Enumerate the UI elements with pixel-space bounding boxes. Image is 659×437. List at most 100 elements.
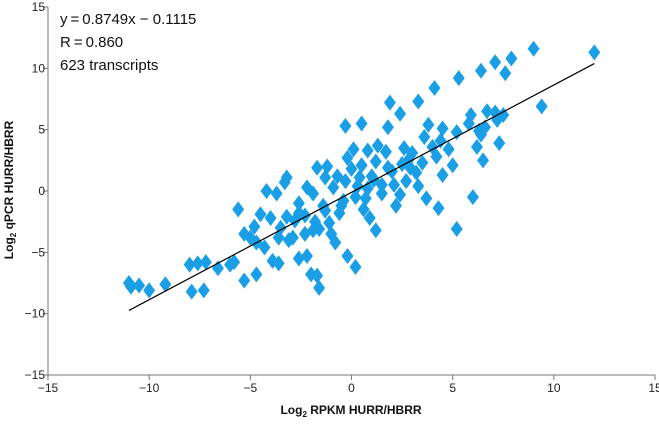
data-point: [286, 229, 299, 246]
x-tick-label: −10: [139, 381, 160, 395]
data-point: [369, 153, 382, 170]
data-point: [159, 276, 172, 293]
data-point: [280, 208, 293, 225]
data-point: [466, 189, 479, 206]
data-point: [420, 190, 433, 207]
data-points: [122, 40, 601, 300]
data-point: [183, 256, 196, 273]
data-point: [270, 185, 283, 202]
data-point: [292, 205, 305, 222]
data-point: [355, 157, 368, 174]
x-axis-title: Log2 RPKM HURR/HBRR: [280, 403, 421, 419]
data-point: [185, 283, 198, 300]
y-axis-title: Log2 qPCR HURR/HBRR: [2, 120, 18, 259]
data-point: [341, 248, 354, 265]
data-point: [474, 62, 487, 79]
data-point: [244, 229, 257, 246]
data-point: [430, 148, 443, 165]
data-point: [272, 229, 285, 246]
data-point: [442, 141, 455, 158]
data-point: [398, 140, 411, 157]
x-tick-label: −15: [38, 381, 59, 395]
data-point: [383, 94, 396, 111]
data-point: [418, 129, 431, 146]
data-point: [124, 278, 137, 295]
data-point: [412, 178, 425, 195]
data-point: [228, 254, 241, 271]
data-point: [319, 202, 332, 219]
data-point: [436, 167, 449, 184]
data-point: [248, 218, 261, 235]
data-point: [375, 185, 388, 202]
equation-text: y = 0.8749x − 0.1115: [60, 11, 196, 28]
axes: [43, 6, 656, 380]
data-point: [450, 124, 463, 141]
y-tick-label: 15: [32, 0, 46, 14]
data-point: [428, 79, 441, 96]
data-point: [371, 137, 384, 154]
x-tick-label: 10: [547, 381, 561, 395]
data-point: [349, 189, 362, 206]
data-point: [349, 259, 362, 276]
data-point: [361, 142, 374, 159]
data-point: [292, 195, 305, 212]
data-point: [452, 70, 465, 87]
data-point: [505, 50, 518, 67]
y-tick-label: −5: [31, 245, 45, 259]
data-point: [191, 255, 204, 272]
data-point: [527, 40, 540, 57]
data-point: [238, 272, 251, 289]
data-point: [363, 209, 376, 226]
data-point: [278, 174, 291, 191]
data-point: [491, 111, 504, 128]
correlation-text: R = 0.860: [60, 34, 123, 51]
y-tick-label: 10: [32, 61, 46, 75]
data-point: [450, 221, 463, 238]
data-point: [464, 106, 477, 123]
data-point: [355, 115, 368, 132]
data-point: [133, 277, 146, 294]
data-point: [232, 201, 245, 218]
annotation-block: y = 0.8749x − 0.1115 R = 0.860 623 trans…: [60, 11, 196, 74]
data-point: [369, 222, 382, 239]
data-point: [199, 254, 212, 271]
x-tick-label: 15: [648, 381, 659, 395]
data-point: [394, 186, 407, 203]
data-point: [416, 154, 429, 171]
data-point: [404, 159, 417, 176]
data-point: [258, 239, 271, 256]
data-point: [292, 250, 305, 267]
data-point: [319, 169, 332, 186]
y-tick-label: −15: [25, 368, 46, 382]
data-point: [272, 255, 285, 272]
data-point: [264, 209, 277, 226]
data-point: [339, 117, 352, 134]
data-point: [412, 93, 425, 110]
data-point: [300, 248, 313, 265]
data-point: [311, 267, 324, 284]
data-point: [329, 234, 342, 251]
data-point: [337, 192, 350, 209]
data-point: [394, 105, 407, 122]
data-point: [434, 132, 447, 149]
data-point: [300, 179, 313, 196]
data-point: [327, 179, 340, 196]
data-point: [143, 282, 156, 299]
data-point: [260, 183, 273, 199]
data-point: [361, 180, 374, 197]
data-point: [489, 54, 502, 71]
data-point: [390, 197, 403, 214]
data-point: [307, 222, 320, 239]
y-tick-label: −10: [25, 307, 46, 321]
data-point: [339, 173, 352, 190]
x-tick-label: 0: [348, 381, 355, 395]
y-tick-label: 5: [38, 123, 45, 137]
data-point: [353, 169, 366, 186]
data-point: [470, 138, 483, 155]
data-point: [347, 141, 360, 158]
data-point: [400, 173, 413, 190]
data-point: [381, 119, 394, 136]
data-point: [254, 206, 267, 223]
count-text: 623 transcripts: [60, 57, 158, 74]
tick-labels: −15 −10 −5 0 5 10 15 −15 −10 −5 0 5 10 15: [25, 0, 659, 395]
